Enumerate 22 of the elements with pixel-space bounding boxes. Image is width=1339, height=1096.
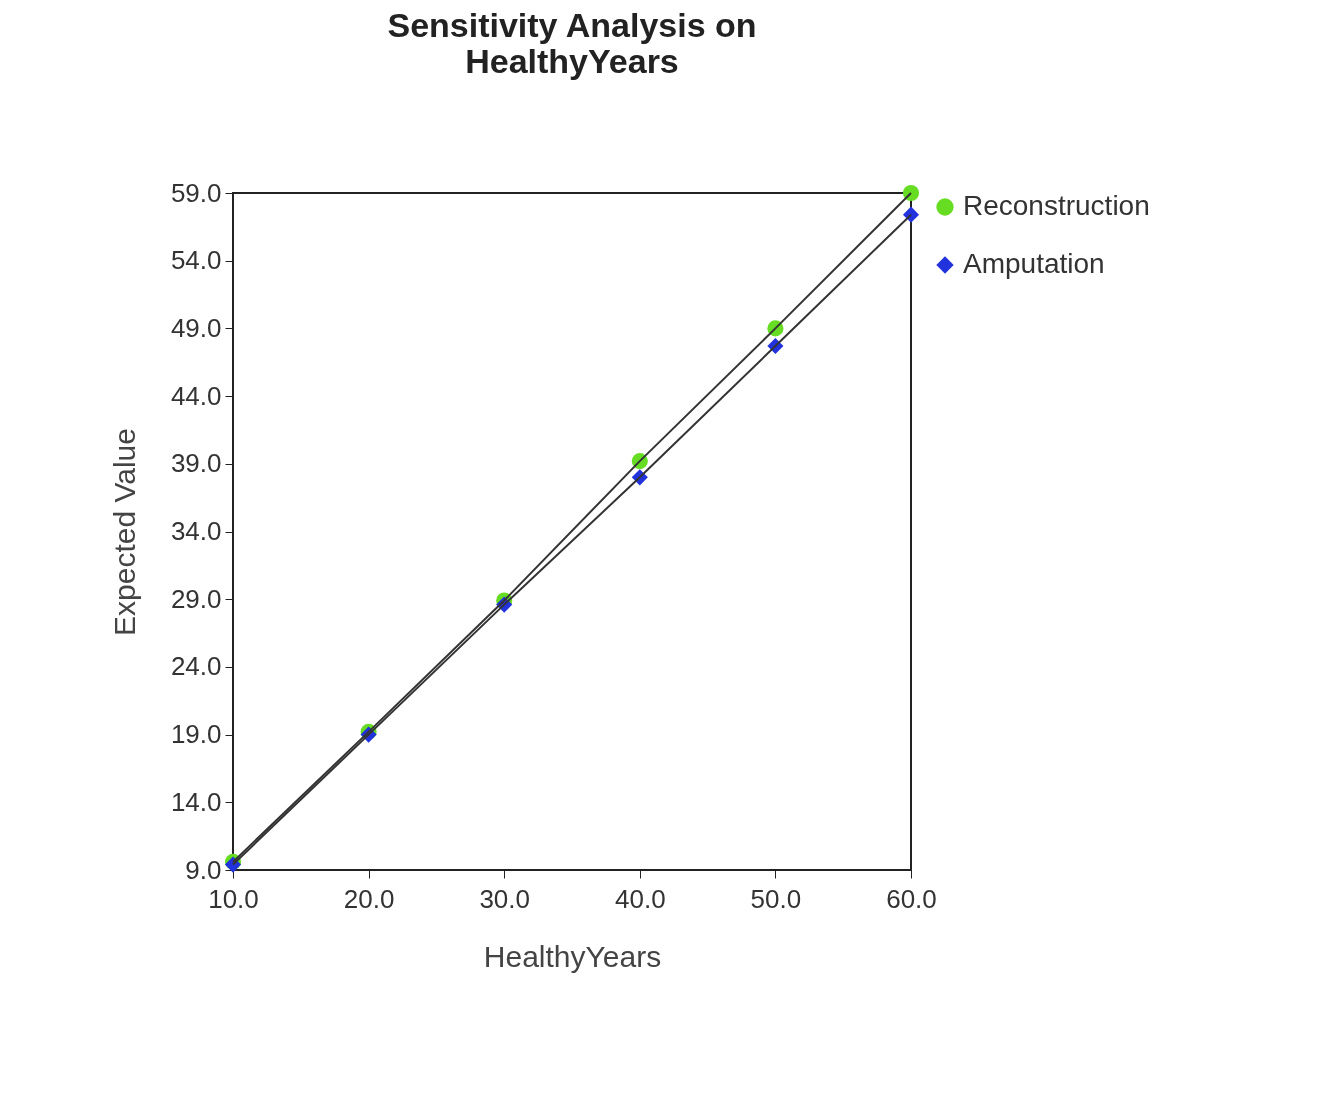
y-tick-label: 49.0 [170,312,222,343]
y-tick-label: 54.0 [170,245,222,276]
y-tick-label: 19.0 [170,719,222,750]
y-tick-label: 39.0 [170,448,222,479]
x-tick-label: 30.0 [479,883,530,914]
legend-label: Reconstruction [963,190,1150,221]
y-tick-label: 14.0 [170,786,222,817]
y-tick-label: 29.0 [170,583,222,614]
x-tick-label: 10.0 [208,883,259,914]
y-tick-label: 24.0 [170,651,222,682]
y-tick-label: 9.0 [185,854,222,885]
x-tick-label: 50.0 [750,883,802,914]
y-tick-label: 34.0 [170,516,222,546]
x-tick-label: 20.0 [343,883,395,914]
y-tick-label: 44.0 [170,380,222,411]
y-axis-title: Expected Value [107,428,141,636]
x-tick-label: 40.0 [615,883,666,914]
x-tick-label: 60.0 [886,883,937,914]
x-axis-title: HealthyYears [483,939,662,973]
text: Sensitivity Analysis on [387,6,757,44]
y-tick-label: 59.0 [170,177,222,208]
legend-label: Amputation [963,248,1105,279]
